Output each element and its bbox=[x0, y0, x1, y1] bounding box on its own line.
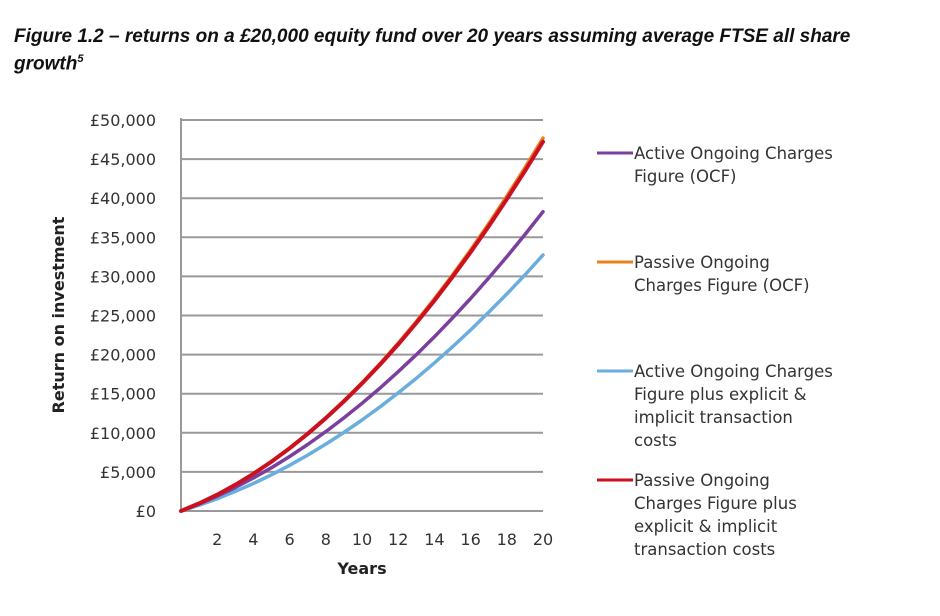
legend-item: Active Ongoing Charges Figure (OCF) bbox=[597, 144, 833, 186]
y-tick-label: £10,000 bbox=[90, 424, 156, 443]
y-tick-label: £5,000 bbox=[100, 463, 156, 482]
legend-label: Charges Figure plus bbox=[634, 494, 797, 513]
y-tick-label: £0 bbox=[136, 502, 156, 521]
legend-label: Charges Figure (OCF) bbox=[634, 276, 810, 295]
x-tick-label: 18 bbox=[497, 530, 517, 549]
y-tick-label: £40,000 bbox=[90, 189, 156, 208]
y-tick-label: £25,000 bbox=[90, 307, 156, 326]
x-tick-label: 2 bbox=[212, 530, 222, 549]
legend-label: Active Ongoing Charges bbox=[634, 362, 833, 381]
x-tick-label: 16 bbox=[460, 530, 480, 549]
legend: Active Ongoing Charges Figure (OCF) Passiv… bbox=[597, 144, 833, 559]
y-axis-title: Return on investment bbox=[49, 216, 68, 413]
legend-label: Figure (OCF) bbox=[634, 167, 737, 186]
series-line bbox=[179, 136, 545, 513]
x-axis-title: Years bbox=[336, 559, 386, 578]
y-tick-label: £20,000 bbox=[90, 346, 156, 365]
legend-label: costs bbox=[634, 431, 677, 450]
y-tick-label: £30,000 bbox=[90, 267, 156, 286]
x-tick-label: 4 bbox=[248, 530, 258, 549]
x-tick-label: 10 bbox=[352, 530, 372, 549]
x-tick-label: 14 bbox=[424, 530, 444, 549]
gridlines bbox=[181, 119, 543, 512]
title-text: Figure 1.2 – returns on a £20,000 equity… bbox=[14, 26, 851, 75]
y-tick-label: £15,000 bbox=[90, 385, 156, 404]
x-tick-label: 20 bbox=[533, 530, 553, 549]
y-tick-labels: £0 £5,000 £10,000 £15,000 £20,000 £25,000 £30,… bbox=[90, 111, 156, 521]
footnote-marker: 5 bbox=[77, 53, 84, 65]
legend-item: Passive Ongoing Charges Figure (OCF) bbox=[597, 253, 810, 295]
series-line bbox=[179, 253, 545, 513]
series-lines bbox=[179, 136, 545, 513]
legend-item: Passive Ongoing Charges Figure plus explic… bbox=[597, 471, 797, 559]
series-line bbox=[179, 139, 545, 513]
y-tick-label: £35,000 bbox=[90, 228, 156, 247]
legend-label: explicit & implicit bbox=[634, 517, 778, 536]
series-line bbox=[179, 209, 545, 513]
legend-label: transaction costs bbox=[634, 540, 775, 559]
x-tick-label: 6 bbox=[285, 530, 295, 549]
x-tick-labels: 2 4 6 8 10 12 14 16 18 20 bbox=[212, 530, 553, 549]
legend-label: implicit transaction bbox=[634, 408, 793, 427]
legend-item: Active Ongoing Charges Figure plus explic… bbox=[597, 362, 833, 450]
y-tick-label: £50,000 bbox=[90, 111, 156, 130]
x-tick-label: 8 bbox=[321, 530, 331, 549]
legend-label: Passive Ongoing bbox=[634, 471, 770, 490]
legend-label: Active Ongoing Charges bbox=[634, 144, 833, 163]
x-tick-label: 12 bbox=[388, 530, 408, 549]
y-tick-label: £45,000 bbox=[90, 150, 156, 169]
figure-title: Figure 1.2 – returns on a £20,000 equity… bbox=[14, 26, 914, 75]
legend-label: Passive Ongoing bbox=[634, 253, 770, 272]
legend-label: Figure plus explicit & bbox=[634, 385, 807, 404]
